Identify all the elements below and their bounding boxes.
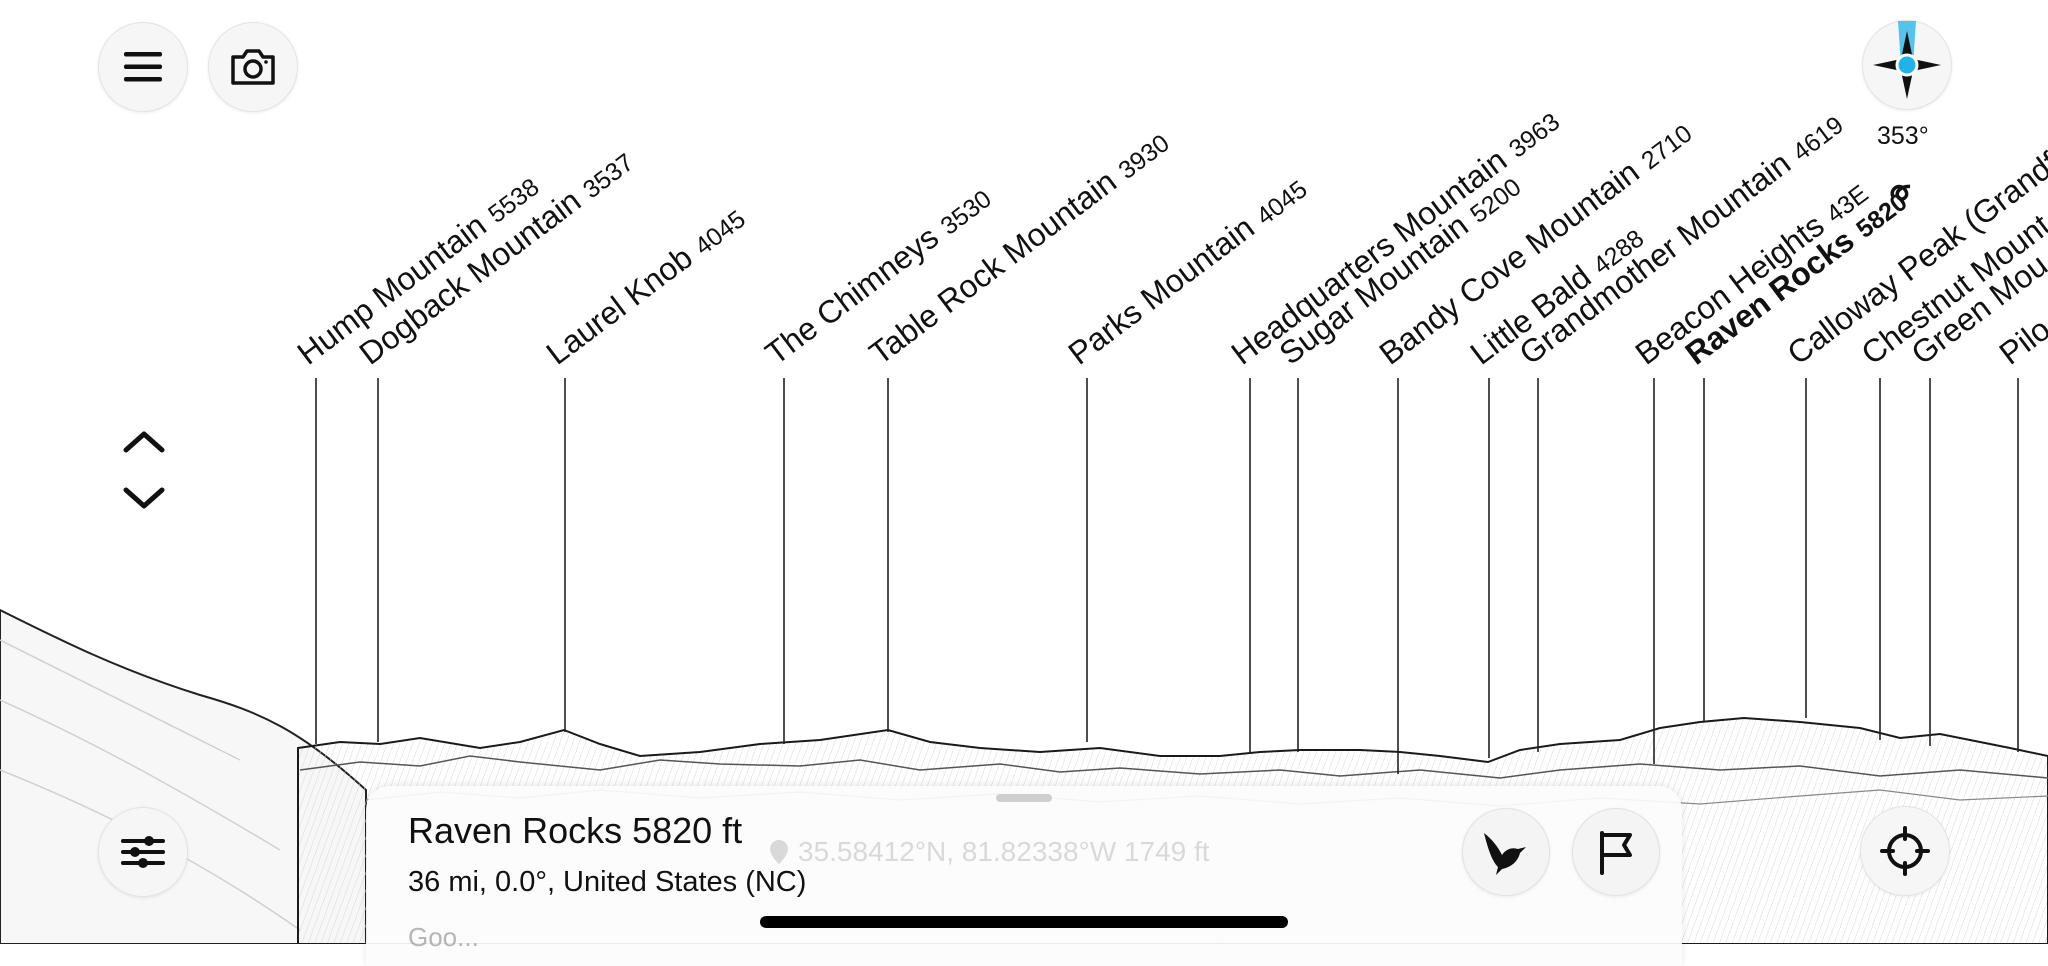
flag-icon: [1600, 831, 1632, 875]
peak-elevation: 2710: [1636, 119, 1697, 175]
compass-icon: [1873, 21, 1941, 99]
sliders-icon: [121, 836, 165, 868]
coordinates-text: 35.58412°N, 81.82338°W 1749 ft: [798, 836, 1210, 867]
peak-elevation: 3530: [936, 185, 997, 241]
peak-title: Raven Rocks 5820 ft: [408, 810, 743, 851]
peak-elevation: 3537: [578, 148, 639, 204]
location-pin-icon: [770, 840, 788, 864]
crosshair-icon: [1880, 826, 1930, 876]
chevron-down-icon[interactable]: [123, 487, 165, 509]
elevation-stepper[interactable]: [112, 420, 176, 520]
sheet-drag-handle[interactable]: [996, 794, 1052, 802]
locate-button[interactable]: [1860, 806, 1950, 896]
bird-icon: [1484, 833, 1526, 875]
peak-elevation: 4045: [1251, 175, 1312, 231]
flag-button[interactable]: [1572, 808, 1660, 896]
peak-elevation: 3930: [1113, 129, 1174, 185]
camera-icon: [231, 49, 275, 85]
compass-button[interactable]: [1862, 20, 1952, 110]
ridge-line-2: [299, 755, 2048, 779]
peak-name: Pilo: [1993, 311, 2048, 372]
camera-button[interactable]: [208, 22, 298, 112]
peak-elevation: 4619: [1788, 111, 1849, 167]
loop-icon[interactable]: [1889, 180, 1913, 203]
chevron-up-icon[interactable]: [123, 431, 165, 453]
peak-label[interactable]: Pilo: [1993, 311, 2048, 372]
peak-elevation: 4045: [690, 205, 751, 261]
peak-elevation: 3963: [1504, 108, 1565, 164]
sheet-more-text: Goo...: [408, 922, 479, 952]
bird-button[interactable]: [1462, 808, 1550, 896]
peak-info-sheet[interactable]: Raven Rocks 5820 ft 36 mi, 0.0°, United …: [366, 786, 1682, 966]
peak-name: Laurel Knob: [540, 239, 699, 372]
peak-label[interactable]: Laurel Knob4045: [540, 199, 752, 372]
peak-coordinates: 35.58412°N, 81.82338°W 1749 ft: [770, 836, 1210, 868]
peak-subtitle: 36 mi, 0.0°, United States (NC): [408, 866, 807, 898]
home-indicator: [760, 916, 1288, 928]
heading-readout: 353°: [1877, 122, 1929, 150]
filters-button[interactable]: [98, 807, 188, 897]
menu-button[interactable]: [98, 22, 188, 112]
hamburger-menu-icon: [124, 52, 162, 82]
peak-name: The Chimneys: [759, 219, 945, 372]
